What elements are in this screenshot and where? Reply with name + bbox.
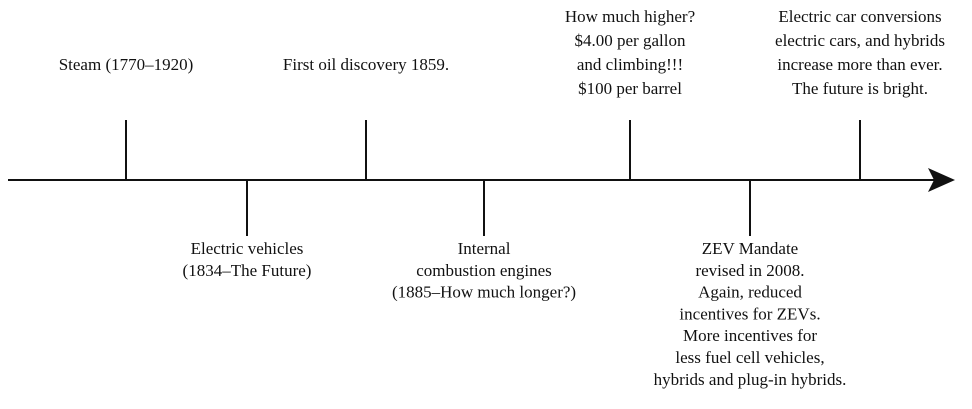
- event-label: incentives for ZEVs.: [679, 304, 820, 323]
- event-label: ZEV Mandate: [702, 239, 798, 258]
- event-label: (1885–How much longer?): [392, 283, 576, 302]
- event-label: Steam (1770–1920): [59, 55, 194, 74]
- event-label: combustion engines: [416, 261, 552, 280]
- event-label: revised in 2008.: [695, 261, 804, 280]
- event-label: hybrids and plug-in hybrids.: [654, 370, 847, 389]
- event-label: $4.00 per gallon: [575, 31, 686, 50]
- event-label: increase more than ever.: [777, 55, 942, 74]
- event-label: Again, reduced: [698, 283, 802, 302]
- event-label: and climbing!!!: [577, 55, 683, 74]
- event-label: Electric vehicles: [191, 239, 304, 258]
- event-label: First oil discovery 1859.: [283, 55, 449, 74]
- event-label: Electric car conversions: [778, 7, 941, 26]
- event-label: less fuel cell vehicles,: [675, 348, 824, 367]
- event-label: Internal: [458, 239, 511, 258]
- event-label: electric cars, and hybrids: [775, 31, 945, 50]
- event-label: The future is bright.: [792, 79, 928, 98]
- event-label: (1834–The Future): [183, 261, 312, 280]
- event-label: $100 per barrel: [578, 79, 682, 98]
- axis-arrow: [928, 168, 955, 192]
- event-label: More incentives for: [683, 326, 817, 345]
- event-label: How much higher?: [565, 7, 695, 26]
